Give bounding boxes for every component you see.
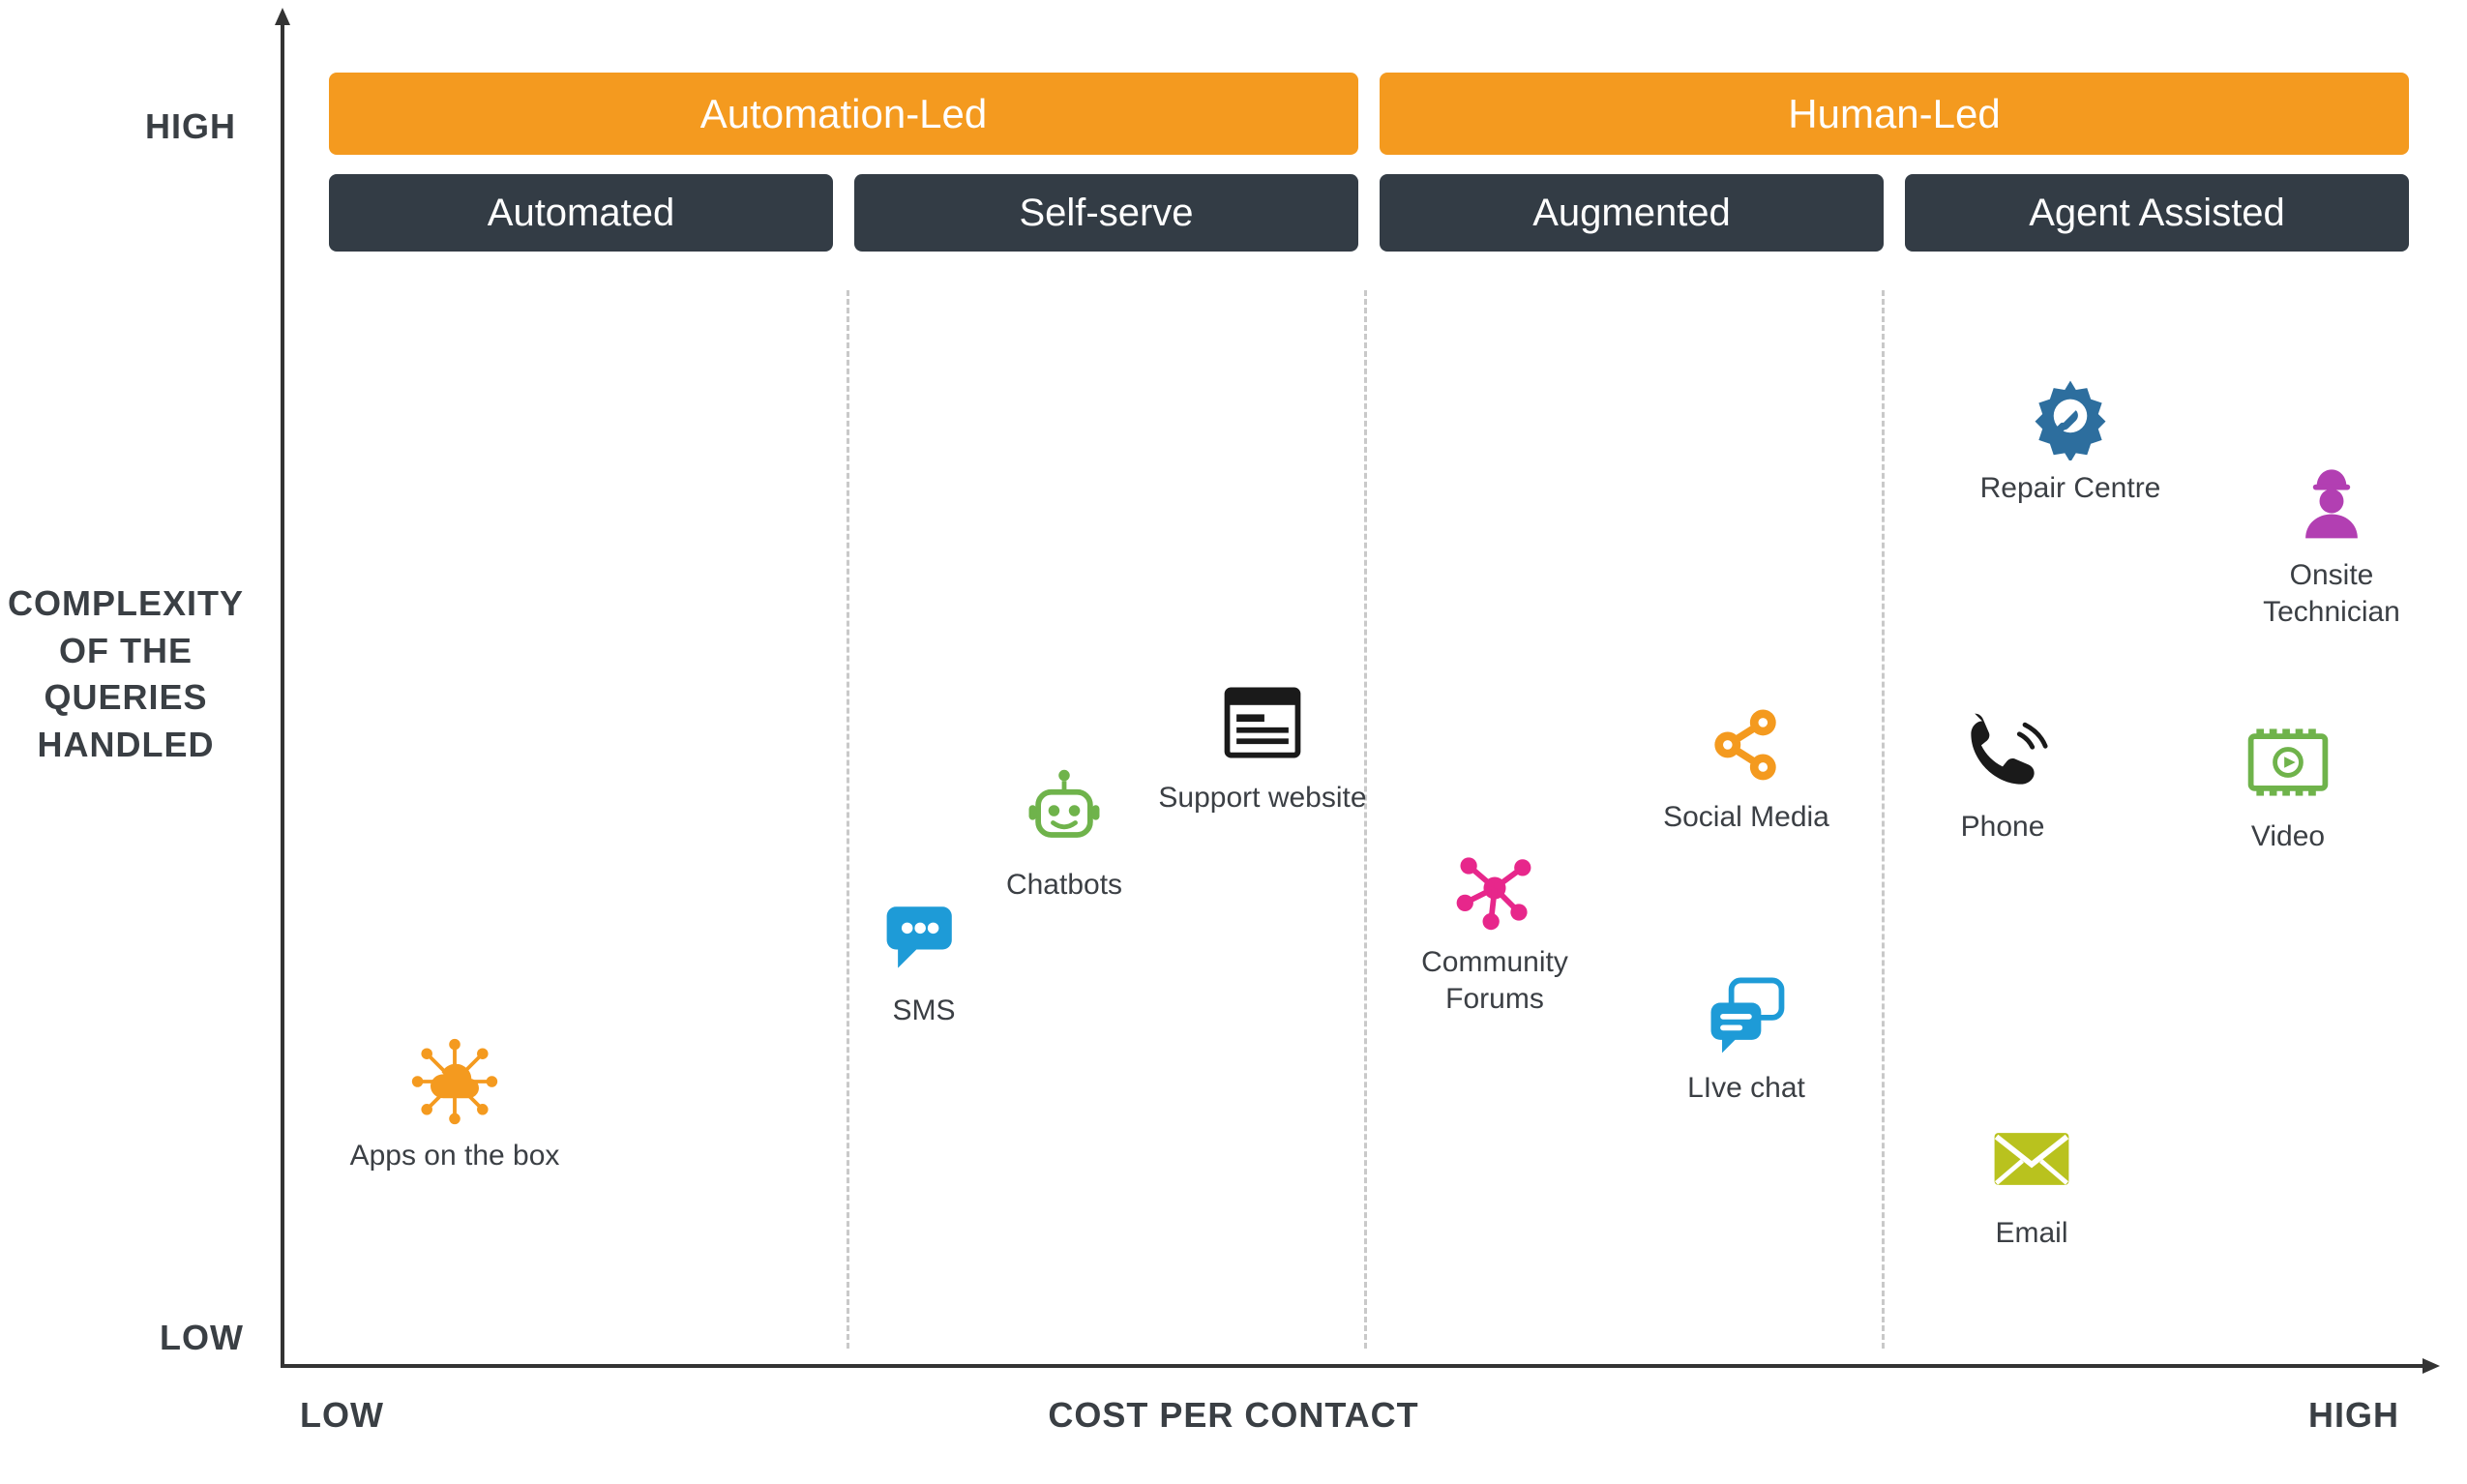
channel-label: Video xyxy=(2177,818,2399,855)
channel-label: Repair Centre xyxy=(1959,470,2182,507)
browser-doc-icon xyxy=(1216,677,1309,770)
channel-email: Email xyxy=(1920,1113,2143,1252)
channel-video: Video xyxy=(2177,716,2399,855)
column-divider xyxy=(1882,290,1885,1349)
banner-agent-assisted: Agent Assisted xyxy=(1905,174,2409,252)
network-cloud-icon xyxy=(408,1035,501,1128)
banner-row-top: Automation-Led Human-Led xyxy=(329,73,2409,155)
channel-label: Community Forums xyxy=(1383,944,1606,1017)
channel-label: Social Media xyxy=(1635,799,1858,836)
envelope-icon xyxy=(1985,1113,2078,1205)
gear-wrench-icon xyxy=(2024,368,2117,460)
banner-automation-led: Automation-Led xyxy=(329,73,1358,155)
quadrant-chart: COMPLEXITY OF THE QUERIES HANDLED COST P… xyxy=(0,0,2467,1484)
phone-icon xyxy=(1956,706,2049,799)
banner-human-led: Human-Led xyxy=(1380,73,2409,155)
banner-automated: Automated xyxy=(329,174,833,252)
y-axis-high-label: HIGH xyxy=(145,106,236,147)
channel-support-website: Support website xyxy=(1151,677,1374,816)
share-icon xyxy=(1700,697,1793,789)
chat-bubbles-icon xyxy=(1700,967,1793,1060)
channel-repair-centre: Repair Centre xyxy=(1959,368,2182,507)
banner-row-sub: Automated Self-serve Augmented Agent Ass… xyxy=(329,174,2409,252)
channel-label: Phone xyxy=(1891,809,2114,846)
column-divider xyxy=(847,290,849,1349)
column-divider xyxy=(1364,290,1367,1349)
y-axis-title: COMPLEXITY OF THE QUERIES HANDLED xyxy=(0,580,252,768)
channel-label: SMS xyxy=(813,993,1035,1029)
channel-apps-on-box: Apps on the box xyxy=(343,1035,566,1174)
x-axis xyxy=(281,1364,2428,1368)
channel-social-media: Social Media xyxy=(1635,697,1858,836)
channel-phone: Phone xyxy=(1891,706,2114,846)
nodes-icon xyxy=(1448,842,1541,935)
banner-self-serve: Self-serve xyxy=(854,174,1358,252)
robot-icon xyxy=(1018,764,1111,857)
banner-augmented: Augmented xyxy=(1380,174,1884,252)
channel-label: Chatbots xyxy=(953,867,1175,904)
sms-bubble-icon xyxy=(877,890,970,983)
channel-chatbots: Chatbots xyxy=(953,764,1175,904)
channel-label: LIve chat xyxy=(1635,1070,1858,1107)
channel-community-forums: Community Forums xyxy=(1383,842,1606,1017)
y-axis-low-label: LOW xyxy=(160,1318,244,1358)
channel-onsite-technician: Onsite Technician xyxy=(2220,455,2443,630)
worker-icon xyxy=(2285,455,2378,548)
channel-label: Onsite Technician xyxy=(2220,557,2443,630)
channel-label: Support website xyxy=(1151,780,1374,816)
x-axis-high-label: HIGH xyxy=(2308,1395,2399,1436)
channel-live-chat: LIve chat xyxy=(1635,967,1858,1107)
channel-sms: SMS xyxy=(813,890,1035,1029)
channel-label: Apps on the box xyxy=(343,1138,566,1174)
channel-label: Email xyxy=(1920,1215,2143,1252)
y-axis xyxy=(281,19,284,1368)
x-axis-low-label: LOW xyxy=(300,1395,384,1436)
video-play-icon xyxy=(2242,716,2334,809)
